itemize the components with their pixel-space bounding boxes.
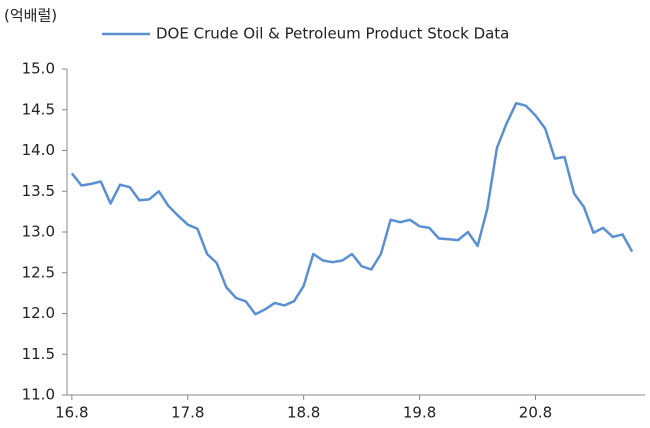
x-tick-label: 17.8 <box>171 404 204 422</box>
x-tick-label: 16.8 <box>55 404 88 422</box>
y-tick-label: 14.0 <box>22 141 55 159</box>
x-tick-label: 19.8 <box>403 404 436 422</box>
y-tick-label: 11.5 <box>22 345 55 363</box>
line <box>70 101 634 316</box>
unit-label: (억배럴) <box>4 7 57 25</box>
x-tick-label: 20.8 <box>519 404 552 422</box>
y-tick-label: 14.5 <box>22 100 55 118</box>
y-tick-label: 12.0 <box>22 304 55 322</box>
y-tick-label: 13.5 <box>22 182 55 200</box>
legend-label: DOE Crude Oil & Petroleum Product Stock … <box>156 25 509 43</box>
y-tick-label: 12.5 <box>22 263 55 281</box>
y-tick-label: 15.0 <box>22 60 55 78</box>
y-tick-label: 13.0 <box>22 223 55 241</box>
y-tick-label: 11.0 <box>22 386 55 404</box>
x-tick-label: 18.8 <box>287 404 320 422</box>
